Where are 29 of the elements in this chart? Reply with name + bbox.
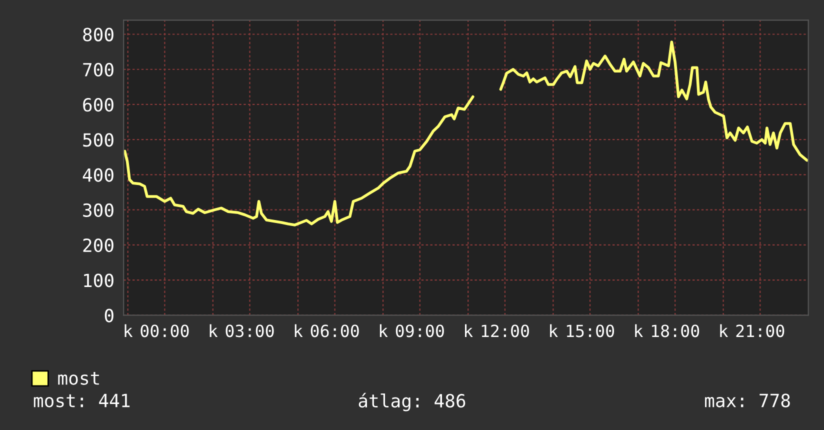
x-tick-label: 12:00 <box>482 324 529 338</box>
y-tick-label: 600 <box>83 98 114 112</box>
x-tick-label: 00:00 <box>140 324 189 338</box>
x-tick-label: 18:00 <box>652 324 700 338</box>
x-tick-label: k <box>720 324 728 337</box>
x-tick-label: k <box>465 324 473 337</box>
x-tick-label: k <box>380 324 388 337</box>
x-tick-label: 06:00 <box>310 324 359 338</box>
text: max: 778 <box>705 394 790 408</box>
x-tick-label: 21:00 <box>736 324 784 338</box>
x-tick-label: k <box>294 324 303 337</box>
x-tick-label: 03:00 <box>226 324 274 338</box>
y-tick-label: 0 <box>104 308 114 322</box>
x-tick-label: k <box>550 324 558 337</box>
y-tick-label: 500 <box>83 133 114 147</box>
y-tick-label: 800 <box>83 28 114 42</box>
x-tick-label: 09:00 <box>396 324 444 338</box>
x-tick-label: 15:00 <box>566 324 614 338</box>
text: átlag: 486 <box>358 392 466 412</box>
x-tick-label: k <box>210 324 218 337</box>
x-tick-label: k <box>124 324 133 337</box>
y-tick-label: 200 <box>83 238 114 252</box>
y-tick-label: 100 <box>84 274 114 288</box>
legend-label: most <box>58 372 99 385</box>
y-tick-label: 700 <box>83 62 114 77</box>
x-tick-label: k <box>635 324 643 337</box>
y-tick-label: 400 <box>82 168 114 182</box>
y-tick-label: 300 <box>83 203 114 218</box>
text: most: 441 <box>34 394 130 408</box>
